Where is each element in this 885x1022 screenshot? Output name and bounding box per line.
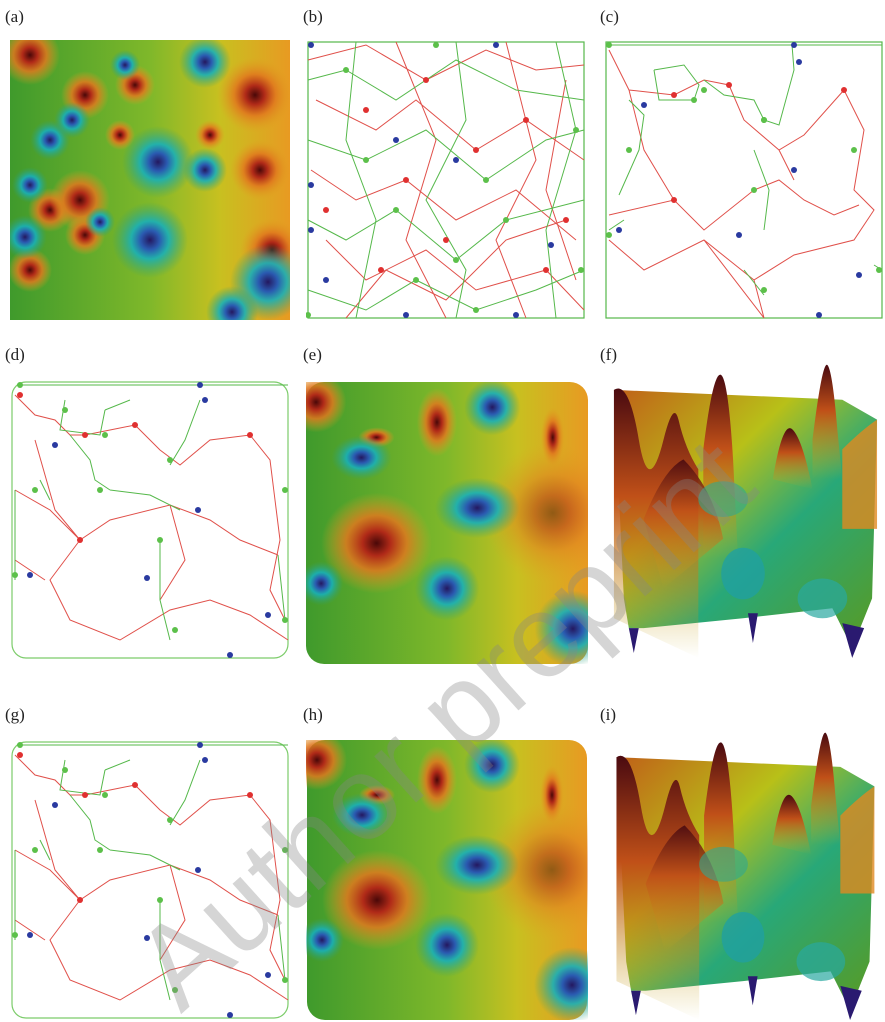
panel-label: (a): [5, 7, 24, 26]
panel-label: (c): [600, 7, 619, 26]
panel-label: (b): [303, 7, 323, 26]
panel-a: (a): [5, 7, 290, 320]
surface: [616, 732, 875, 1020]
network: [306, 41, 585, 319]
network: [605, 41, 883, 319]
panel-label: (i): [600, 705, 616, 724]
network: [11, 381, 289, 659]
panel-h: (h): [303, 705, 588, 1020]
panel-f: (f): [600, 345, 878, 658]
panel-c: (c): [600, 7, 883, 319]
panel-e: (e): [303, 345, 588, 664]
panel-label: (g): [5, 705, 25, 724]
panel-b: (b): [303, 7, 585, 319]
panel-g: (g): [5, 705, 289, 1019]
panel-label: (e): [303, 345, 322, 364]
panel-label: (d): [5, 345, 25, 364]
panel-label: (f): [600, 345, 617, 364]
panel-label: (h): [303, 705, 323, 724]
panel-d: (d): [5, 345, 289, 659]
heatmap: [10, 40, 290, 320]
panel-i: (i): [600, 705, 875, 1020]
